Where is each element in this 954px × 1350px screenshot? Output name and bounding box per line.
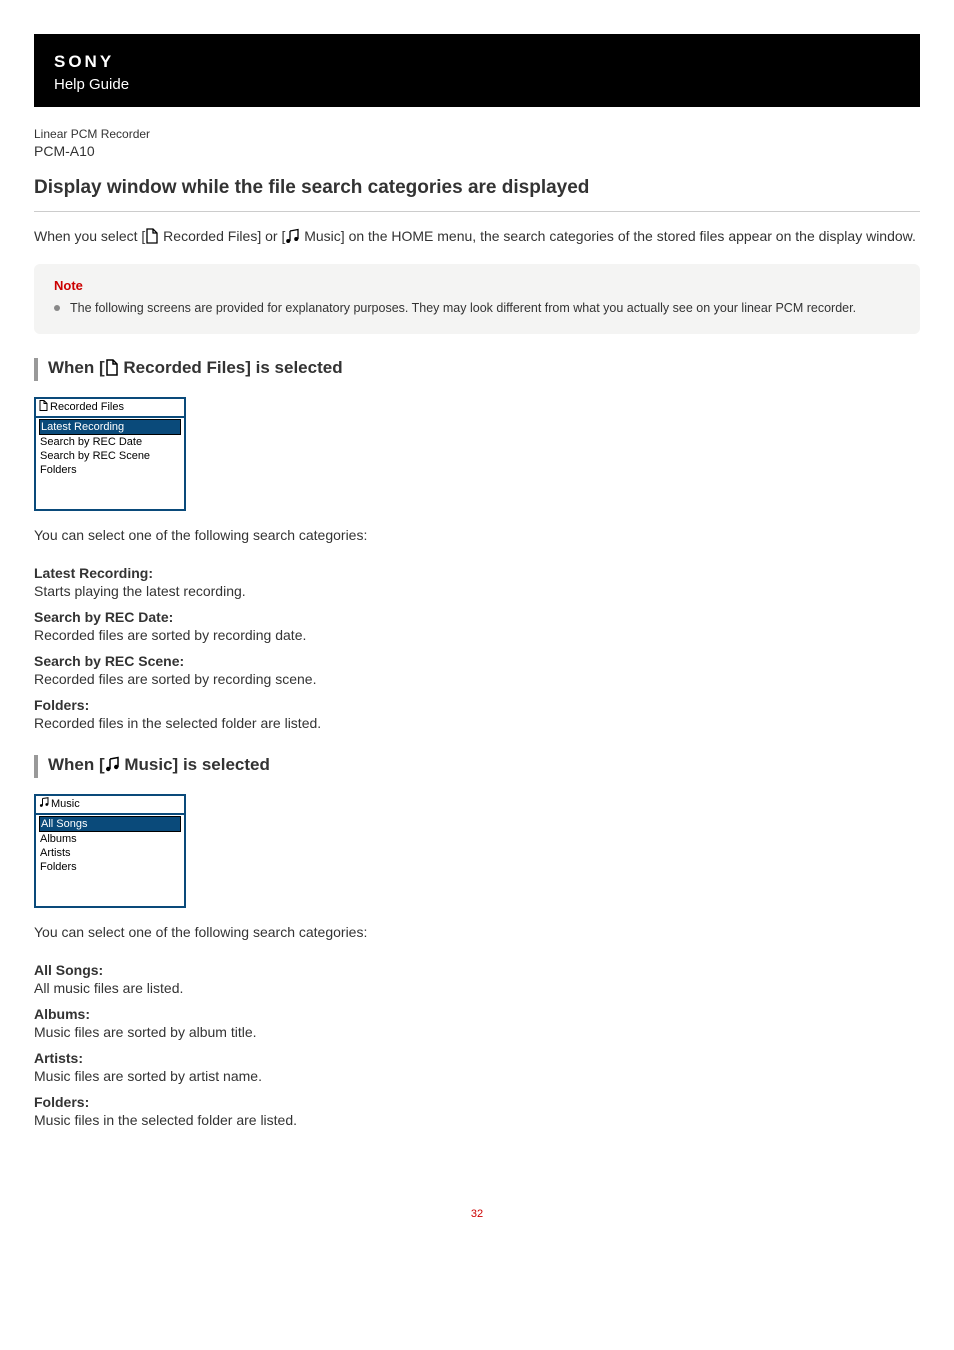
category-desc: Music files are sorted by artist name. [34, 1068, 920, 1084]
screen-title-text: Recorded Files [50, 401, 124, 413]
category-term: Folders: [34, 697, 920, 713]
category-intro: You can select one of the following sear… [34, 924, 920, 940]
brand-header: SONY Help Guide [34, 34, 920, 107]
intro-prefix: When you select [ [34, 228, 145, 244]
screen-item: Folders [38, 860, 182, 874]
category-desc: Recorded files in the selected folder ar… [34, 715, 920, 731]
music-icon [285, 228, 300, 250]
screen-title-row: Recorded Files [36, 399, 184, 418]
category-term: All Songs: [34, 962, 920, 978]
brand-logo: SONY [54, 52, 900, 72]
title-divider [34, 211, 920, 212]
category-desc: Music files in the selected folder are l… [34, 1112, 920, 1128]
screen-item: Latest Recording [39, 419, 181, 435]
screen-title-text: Music [51, 798, 80, 810]
device-screen-recorded: Recorded Files Latest Recording Search b… [34, 397, 186, 511]
screen-title-row: Music [36, 796, 184, 815]
screen-item: Albums [38, 832, 182, 846]
category-desc: Recorded files are sorted by recording s… [34, 671, 920, 687]
category-desc: Music files are sorted by album title. [34, 1024, 920, 1040]
product-category: Linear PCM Recorder [34, 127, 920, 141]
category-term: Albums: [34, 1006, 920, 1022]
category-desc: Starts playing the latest recording. [34, 583, 920, 599]
screen-body: Latest Recording Search by REC Date Sear… [36, 418, 184, 509]
page-content: Linear PCM Recorder PCM-A10 Display wind… [0, 107, 954, 1220]
device-screen-music: Music All Songs Albums Artists Folders [34, 794, 186, 908]
note-item: The following screens are provided for e… [54, 299, 900, 318]
heading-suffix: Music] is selected [120, 755, 270, 774]
category-term: Search by REC Date: [34, 609, 920, 625]
product-model: PCM-A10 [34, 143, 920, 159]
file-icon [105, 359, 119, 381]
section-heading-recorded: When [ Recorded Files] is selected [34, 358, 920, 381]
section-heading-music: When [ Music] is selected [34, 755, 920, 778]
category-term: Folders: [34, 1094, 920, 1110]
help-guide-label: Help Guide [54, 76, 129, 93]
file-icon [39, 400, 48, 415]
note-label: Note [54, 278, 900, 293]
category-term: Artists: [34, 1050, 920, 1066]
heading-prefix: When [ [48, 358, 105, 377]
page-title: Display window while the file search cat… [34, 177, 920, 199]
screen-item: Search by REC Scene [38, 449, 182, 463]
category-term: Latest Recording: [34, 565, 920, 581]
page-number: 32 [34, 1208, 920, 1220]
category-desc: All music files are listed. [34, 980, 920, 996]
screen-item: All Songs [39, 816, 181, 832]
intro-mid: Recorded Files] or [ [159, 228, 285, 244]
screen-item: Folders [38, 463, 182, 477]
intro-suffix: Music] on the HOME menu, the search cate… [300, 228, 916, 244]
music-icon [105, 756, 120, 778]
category-term: Search by REC Scene: [34, 653, 920, 669]
note-list: The following screens are provided for e… [54, 299, 900, 318]
category-desc: Recorded files are sorted by recording d… [34, 627, 920, 643]
screen-item: Artists [38, 846, 182, 860]
screen-item: Search by REC Date [38, 435, 182, 449]
screen-body: All Songs Albums Artists Folders [36, 815, 184, 906]
category-intro: You can select one of the following sear… [34, 527, 920, 543]
file-icon [145, 228, 159, 250]
heading-prefix: When [ [48, 755, 105, 774]
music-icon [39, 797, 49, 812]
intro-paragraph: When you select [ Recorded Files] or [ M… [34, 226, 920, 250]
note-box: Note The following screens are provided … [34, 264, 920, 334]
heading-suffix: Recorded Files] is selected [119, 358, 343, 377]
